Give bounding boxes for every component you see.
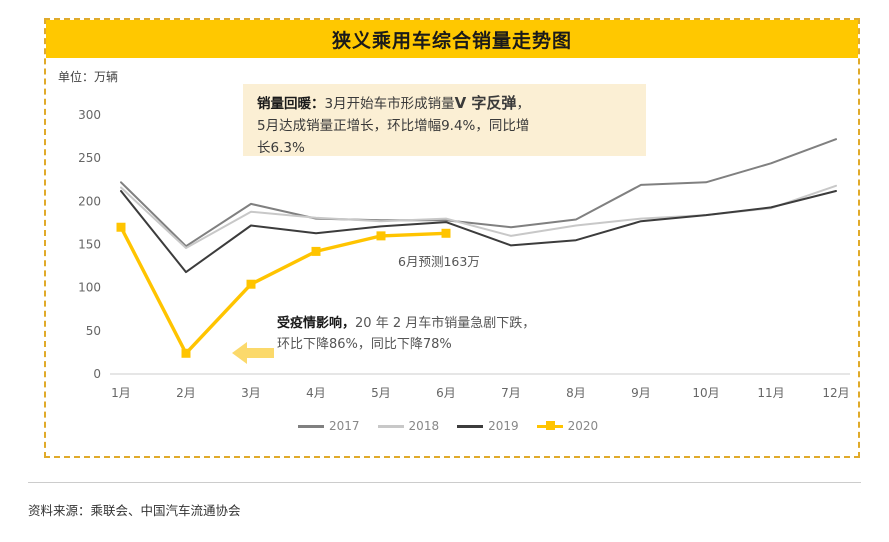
legend-label: 2018 (408, 419, 440, 433)
callout-recovery-line1-emphasis: V 字反弹 (454, 94, 517, 112)
left-pointing-arrow-icon (232, 342, 274, 364)
x-axis-tick-label: 9月 (631, 386, 651, 400)
callout-recovery-line2: 5月达成销量正增长，环比增幅9.4%，同比增 (257, 118, 530, 134)
x-axis-tick-label: 2月 (176, 386, 196, 400)
callout-recovery-line1-rest: 3月开始车市形成销量 (324, 96, 455, 112)
legend-label: 2020 (567, 419, 599, 433)
series-line-2019 (120, 190, 837, 274)
series-marker-2020 (311, 246, 321, 256)
x-axis-tick-label: 4月 (306, 386, 326, 400)
y-axis-tick-label: 300 (78, 108, 101, 122)
series-marker-2020 (246, 279, 256, 289)
y-axis-tick-label: 250 (78, 151, 101, 165)
callout-epidemic-line1-strong: 受疫情影响， (277, 316, 356, 331)
callout-recovery-line1-end: ， (516, 96, 530, 112)
footer-source-text: 资料来源：乘联会、中国汽车流通协会 (28, 503, 241, 518)
legend-label: 2017 (329, 419, 360, 433)
y-axis-unit-label: 单位：万辆 (58, 70, 119, 84)
series-line-2018 (120, 184, 837, 249)
legend-label: 2019 (488, 419, 519, 433)
series-line-2017 (120, 138, 837, 248)
x-axis-tick-label: 6月 (436, 386, 456, 400)
series-marker-2020 (441, 228, 451, 238)
callout-recovery-line1: 销量回暖：3月开始车市形成销量V 字反弹， (257, 92, 634, 115)
y-axis-tick-label: 100 (78, 281, 101, 295)
chart-legend: 2017 2018 2019 2020 (298, 419, 598, 433)
callout-recovery-line3: 长6.3% (257, 140, 305, 156)
y-axis-tick-label: 200 (78, 194, 101, 208)
footer-divider (28, 482, 861, 483)
y-axis-tick-label: 50 (86, 324, 101, 338)
legend-swatch-icon (457, 424, 484, 428)
y-axis-tick-label: 150 (78, 238, 101, 252)
legend-swatch-icon (298, 424, 324, 428)
y-axis-tick-label: 0 (93, 367, 101, 381)
callout-recovery-line1-strong: 销量回暖： (257, 96, 325, 112)
series-marker-2020 (116, 222, 126, 232)
series-line-2020 (119, 225, 448, 355)
x-axis-tick-label: 5月 (371, 386, 391, 400)
callout-epidemic: 受疫情影响，20 年 2 月车市销量急剧下跌， 环比下降86%，同比下降78% (277, 313, 627, 355)
legend-swatch-icon (377, 424, 404, 428)
series-marker-2020 (376, 231, 386, 241)
x-axis-tick-label: 12月 (822, 386, 849, 400)
callout-epidemic-line2: 环比下降86%，同比下降78% (277, 337, 452, 352)
x-axis-tick-label: 1月 (111, 386, 131, 400)
page-title: 狭义乘用车综合销量走势图 (331, 29, 572, 52)
legend-item-2020[interactable]: 2020 (536, 419, 599, 433)
june-forecast-label: 6月预测163万 (398, 254, 480, 269)
x-axis-tick-label: 3月 (241, 386, 261, 400)
x-axis-tick-label: 8月 (566, 386, 586, 400)
legend-item-2018[interactable]: 2018 (377, 419, 440, 433)
callout-epidemic-line1-rest: 20 年 2 月车市销量急剧下跌， (355, 316, 536, 331)
legend-item-2019[interactable]: 2019 (457, 419, 519, 433)
x-axis-tick-label: 11月 (757, 386, 784, 400)
legend-item-2017[interactable]: 2017 (298, 419, 360, 433)
chart-dashed-frame (44, 18, 860, 458)
legend-swatch-icon (536, 421, 563, 430)
callout-recovery: 销量回暖：3月开始车市形成销量V 字反弹， 5月达成销量正增长，环比增幅9.4%… (243, 84, 646, 156)
x-axis-tick-label: 10月 (692, 386, 719, 400)
callout-epidemic-line1: 受疫情影响，20 年 2 月车市销量急剧下跌， (277, 313, 627, 334)
x-axis-tick-label: 7月 (501, 386, 521, 400)
series-marker-2020 (181, 348, 191, 358)
title-banner: 狭义乘用车综合销量走势图 (46, 20, 858, 58)
